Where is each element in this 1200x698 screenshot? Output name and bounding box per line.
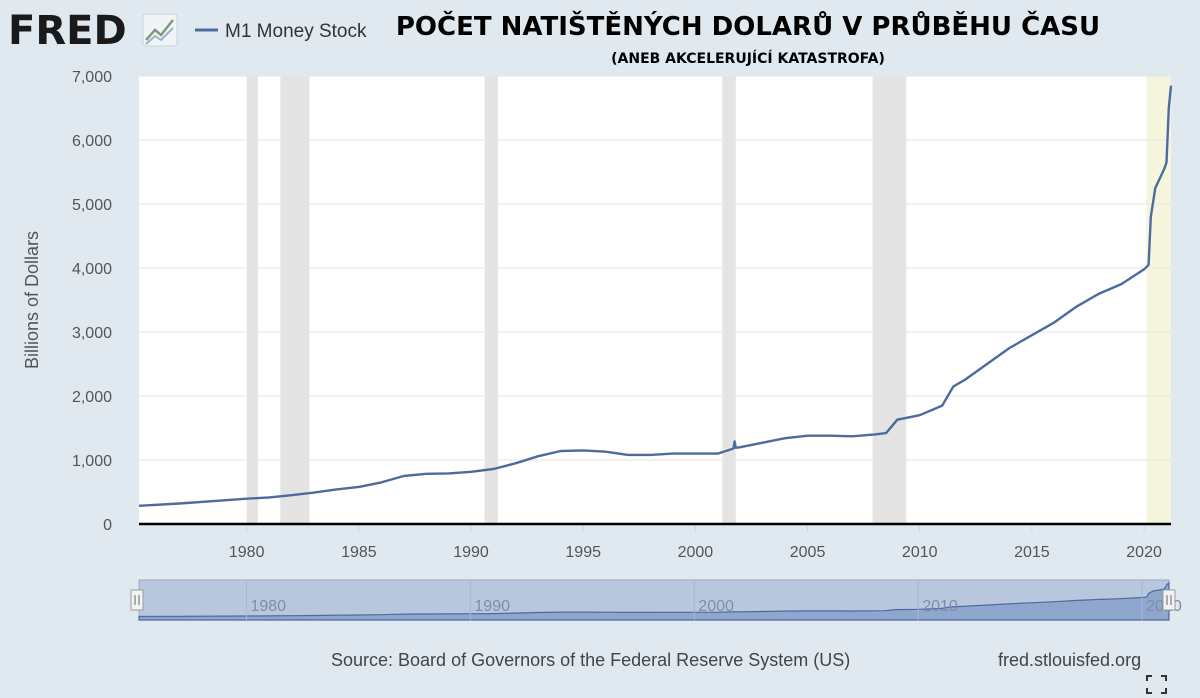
recession-band bbox=[872, 76, 907, 524]
fred-logo[interactable]: FRED bbox=[8, 8, 178, 54]
y-tick-label: 5,000 bbox=[72, 197, 112, 214]
subtitle-open: ( bbox=[611, 51, 617, 67]
navigator-series-area bbox=[138, 581, 1170, 621]
plot-background bbox=[139, 76, 1171, 524]
recession-band bbox=[280, 76, 310, 524]
navigator-left-handle[interactable] bbox=[130, 589, 144, 611]
y-tick-label: 0 bbox=[103, 517, 112, 534]
subtitle-main: ANEB AKCELERUJÍCÍ KATASTROFA bbox=[618, 50, 879, 67]
x-tick-label: 2000 bbox=[678, 544, 714, 561]
recession-band bbox=[484, 76, 498, 524]
y-tick-label: 1,000 bbox=[72, 453, 112, 470]
navigator-tick-label: 1990 bbox=[474, 598, 510, 615]
recession-bands bbox=[246, 76, 1171, 524]
y-axis-label: Billions of Dollars bbox=[22, 231, 42, 369]
navigator-tick-label: 2000 bbox=[698, 598, 734, 615]
site-link[interactable]: fred.stlouisfed.org bbox=[998, 650, 1141, 670]
fred-logo-text: FRED bbox=[8, 8, 127, 54]
fullscreen-icon[interactable] bbox=[1146, 675, 1167, 694]
y-tick-label: 7,000 bbox=[72, 69, 112, 86]
m1-money-stock-line[interactable] bbox=[138, 85, 1173, 507]
y-tick-label: 3,000 bbox=[72, 325, 112, 342]
y-tick-label: 4,000 bbox=[72, 261, 112, 278]
x-tick-label: 2005 bbox=[790, 544, 826, 561]
subtitle-close: ) bbox=[878, 51, 884, 67]
page-subtitle: (ANEB AKCELERUJÍCÍ KATASTROFA) bbox=[611, 50, 885, 67]
page-title: POČET NATIŠTĚNÝCH DOLARŮ V PRŮBĚHU ČASU bbox=[396, 9, 1100, 42]
x-tick-label: 1990 bbox=[453, 544, 489, 561]
x-tick-label: 2015 bbox=[1014, 544, 1050, 561]
grid-lines bbox=[139, 75, 1171, 461]
y-tick-label: 6,000 bbox=[72, 133, 112, 150]
recession-band bbox=[246, 76, 258, 524]
y-tick-label: 2,000 bbox=[72, 389, 112, 406]
trend-graph-icon bbox=[142, 13, 178, 47]
legend-label[interactable]: M1 Money Stock bbox=[225, 21, 367, 42]
y-axis: 0 1,000 2,000 3,000 4,000 5,000 6,000 7,000 bbox=[72, 69, 112, 534]
x-tick-label: 2020 bbox=[1126, 544, 1162, 561]
source-credit: Source: Board of Governors of the Federa… bbox=[331, 650, 850, 670]
recession-band bbox=[722, 76, 736, 524]
navigator-tick-label: 2010 bbox=[922, 598, 958, 615]
x-tick-label: 1980 bbox=[229, 544, 265, 561]
x-tick-label: 1985 bbox=[341, 544, 377, 561]
navigator-tick-label: 1980 bbox=[250, 598, 286, 615]
x-axis: 1980 1985 1990 1995 2000 2005 2010 2015 2020 bbox=[229, 524, 1162, 561]
range-navigator[interactable]: 19801990200020102020 bbox=[130, 579, 1182, 621]
x-tick-label: 2010 bbox=[902, 544, 938, 561]
x-tick-label: 1995 bbox=[565, 544, 601, 561]
navigator-right-handle[interactable] bbox=[1162, 589, 1176, 611]
